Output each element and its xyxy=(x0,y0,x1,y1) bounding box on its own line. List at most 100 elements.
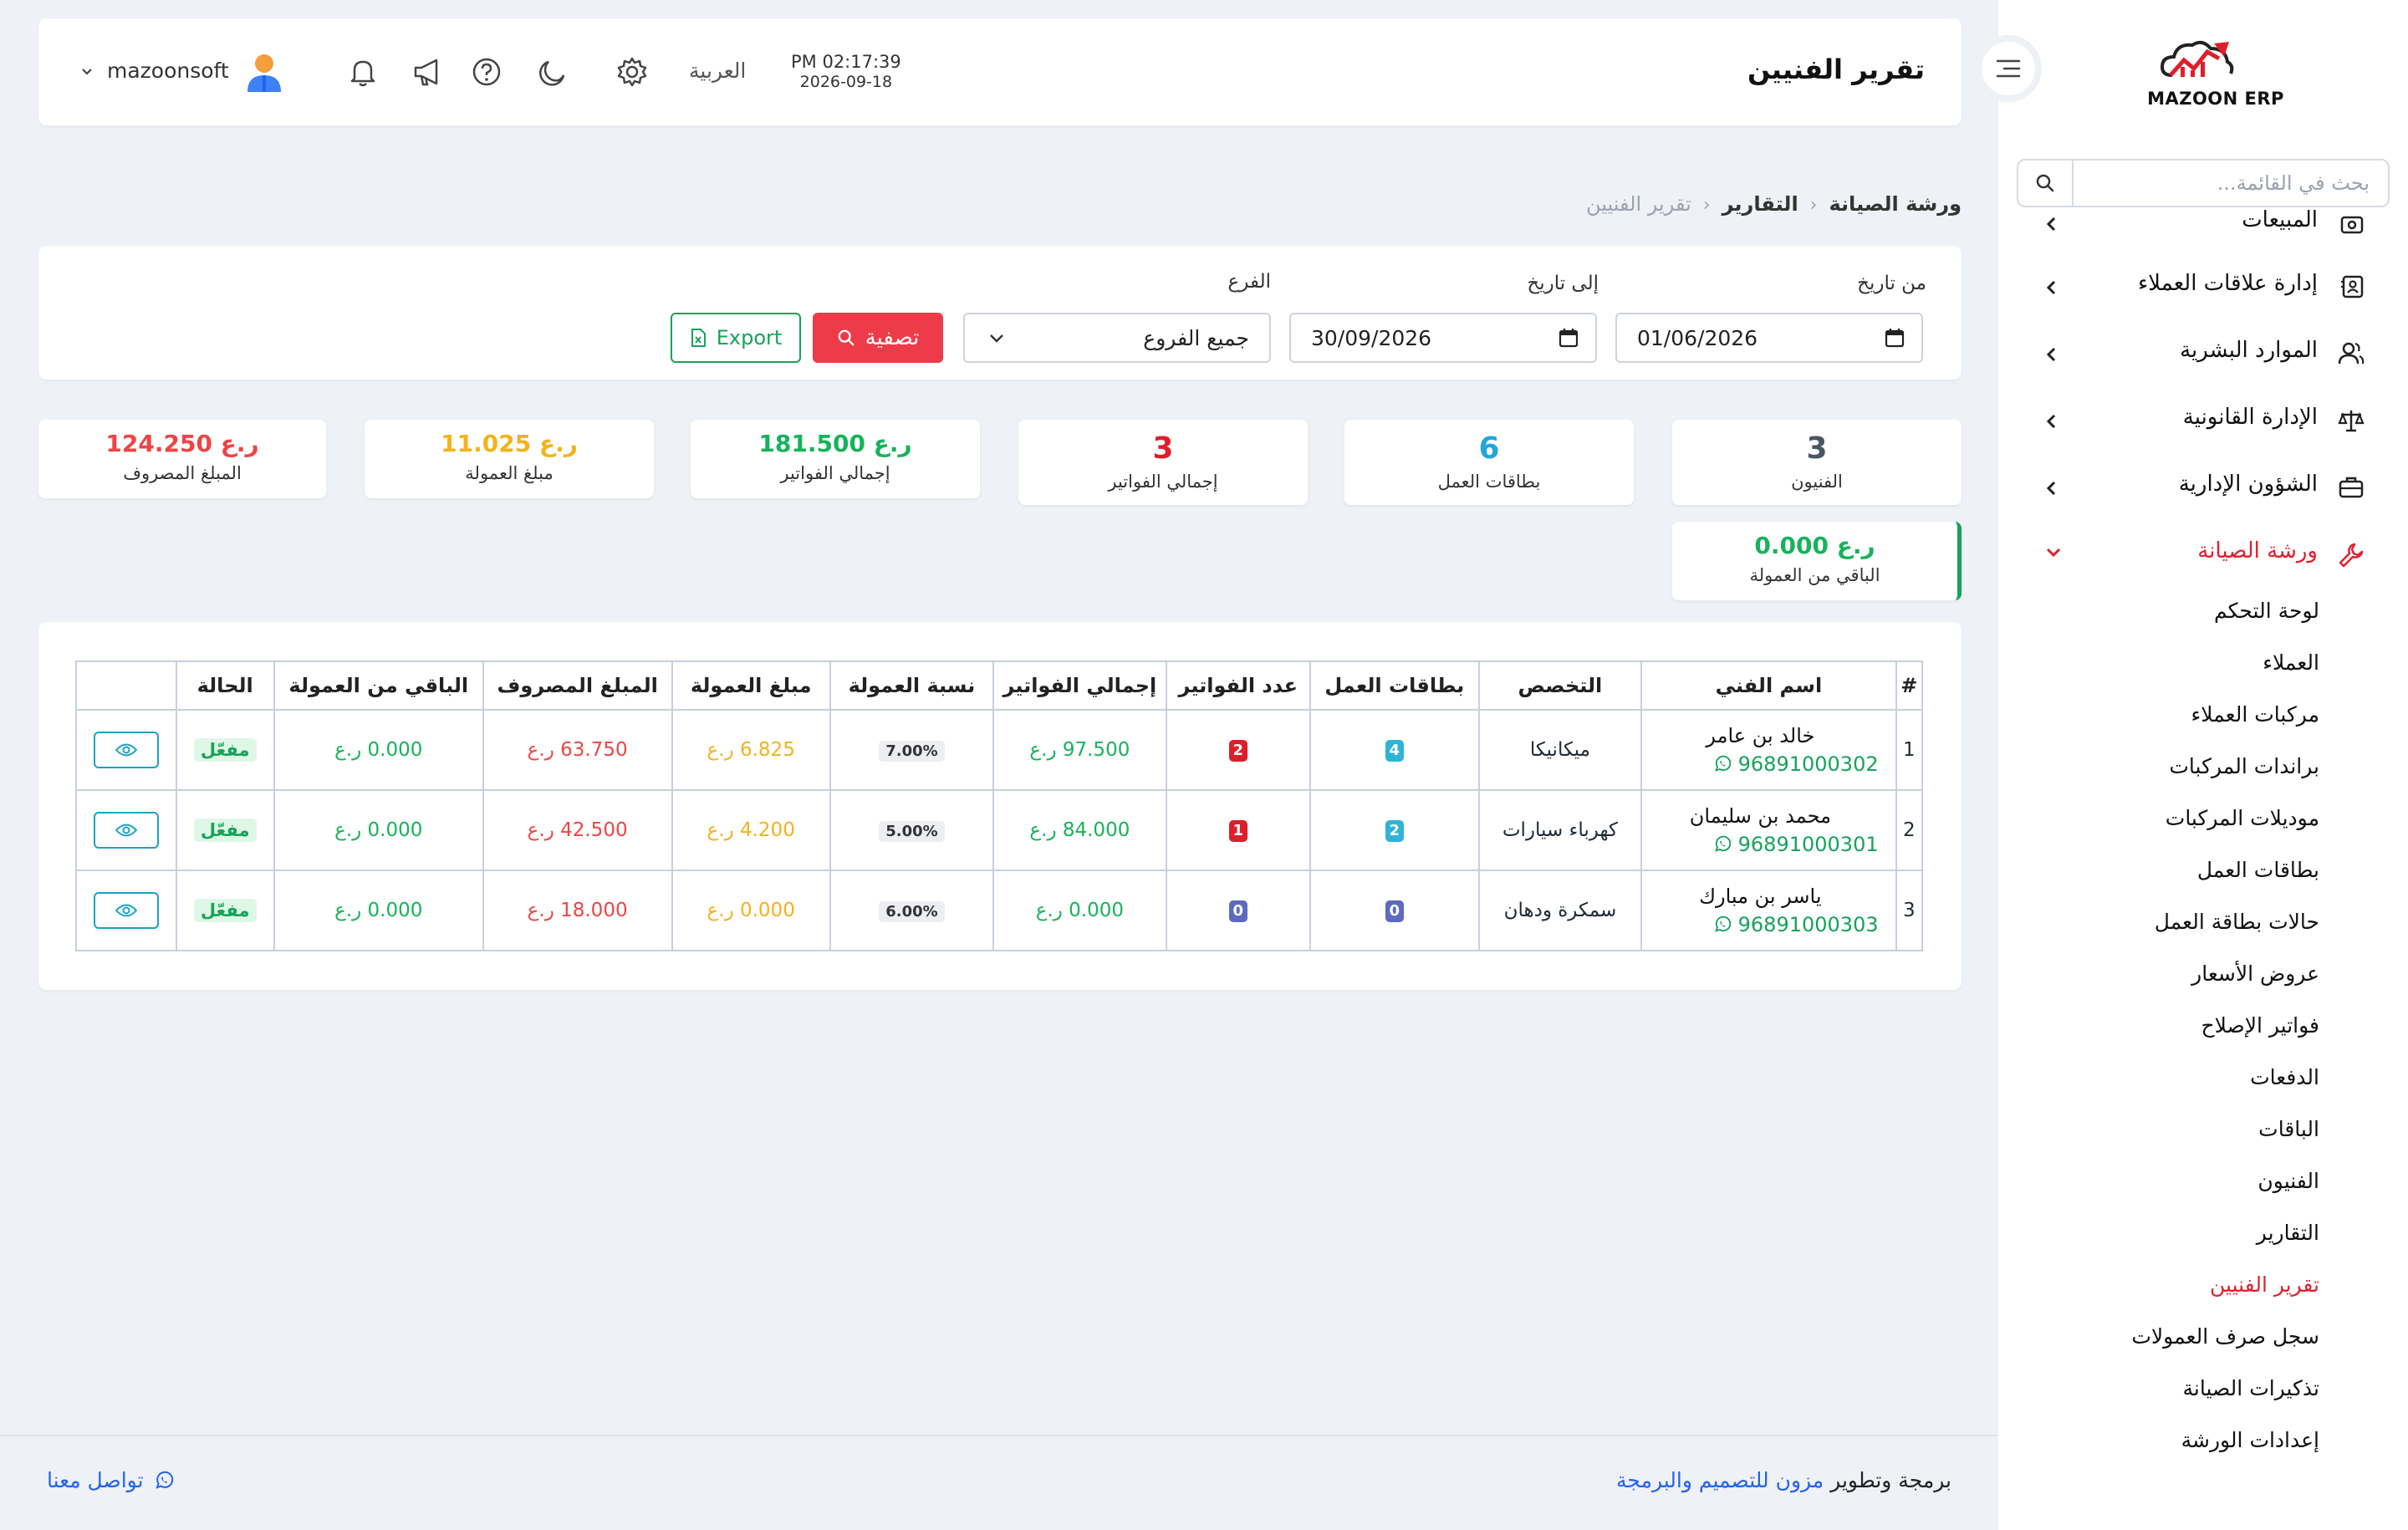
contact-us-link[interactable]: تواصل معنا xyxy=(47,1468,174,1492)
search-icon xyxy=(838,329,855,346)
whatsapp-icon xyxy=(155,1471,173,1489)
phone-number: 96891000303 xyxy=(1737,913,1879,936)
technician-phone-link[interactable]: 96891000303 xyxy=(1642,913,1879,936)
export-button[interactable]: Export xyxy=(671,313,801,363)
submenu-item-payments[interactable]: الدفعات xyxy=(1998,1055,2408,1107)
from-date-input[interactable]: 01/06/2026 xyxy=(1615,313,1923,363)
sidebar-search-button[interactable] xyxy=(2018,161,2074,206)
sidebar-item-label: ورشة الصيانة xyxy=(2197,538,2318,564)
from-date-value: 01/06/2026 xyxy=(1637,326,1758,350)
chevron-down-icon[interactable] xyxy=(80,67,94,77)
help-icon[interactable] xyxy=(470,55,503,89)
sidebar-item-sales[interactable]: المبيعات xyxy=(1998,207,2408,254)
submenu-item-reports[interactable]: التقارير xyxy=(1998,1211,2408,1262)
submenu-item-label: التقارير xyxy=(2256,1221,2319,1245)
view-button[interactable] xyxy=(93,812,159,849)
sidebar: MAZOON ERP المبيعات xyxy=(1975,0,2408,1530)
menu-lines-icon xyxy=(1996,59,2021,78)
submenu-item-packages[interactable]: الباقات xyxy=(1998,1107,2408,1159)
commission-rate-badge: 7.00% xyxy=(879,740,945,762)
app-logo[interactable]: MAZOON ERP xyxy=(2115,33,2299,117)
breadcrumb-item-workshop[interactable]: ورشة الصيانة xyxy=(1829,192,1962,216)
username[interactable]: mazoonsoft xyxy=(107,59,229,83)
submenu-item-customer-vehicles[interactable]: مركبات العملاء xyxy=(1998,692,2408,744)
actions-cell xyxy=(75,789,177,871)
sidebar-search-input[interactable] xyxy=(2070,161,2388,206)
status-cell: مفعّل xyxy=(175,870,275,951)
submenu-item-customers[interactable]: العملاء xyxy=(1998,640,2408,692)
eye-icon xyxy=(115,824,137,837)
commission-rate-cell: 5.00% xyxy=(829,789,995,871)
whatsapp-icon xyxy=(1714,755,1731,772)
submenu-item-technicians-report[interactable]: تقرير الفنيين xyxy=(1998,1262,2408,1314)
submenu-item-label: تقرير الفنيين xyxy=(2210,1272,2319,1297)
eye-icon xyxy=(115,904,137,917)
sidebar-item-legal[interactable]: الإدارة القانونية xyxy=(1998,388,2408,455)
users-icon xyxy=(2338,342,2365,365)
breadcrumb-item-reports[interactable]: التقارير xyxy=(1722,192,1798,216)
excel-file-icon xyxy=(691,329,706,347)
submenu-item-quotations[interactable]: عروض الأسعار xyxy=(1998,951,2408,1003)
chevron-left-icon xyxy=(2046,414,2056,429)
breadcrumb-separator: ‹ xyxy=(1702,195,1711,216)
submenu-item-label: العملاء xyxy=(2263,650,2319,675)
stat-label: الباقي من العمولة xyxy=(1749,565,1880,585)
submenu-item-technicians[interactable]: الفنيون xyxy=(1998,1159,2408,1211)
megaphone-icon[interactable] xyxy=(411,55,445,89)
invoices-badge: 2 xyxy=(1228,740,1248,762)
status-badge: مفعّل xyxy=(193,899,257,922)
avatar[interactable] xyxy=(244,52,284,94)
gear-icon[interactable] xyxy=(615,55,649,89)
technician-phone-link[interactable]: 96891000302 xyxy=(1642,752,1879,776)
job-cards-cell: 0 xyxy=(1309,870,1480,951)
bell-icon[interactable] xyxy=(346,55,380,89)
sidebar-item-admin-affairs[interactable]: الشؤون الإدارية xyxy=(1998,455,2408,522)
logo-mark-icon xyxy=(2160,40,2234,77)
to-date-input[interactable]: 30/09/2026 xyxy=(1289,313,1597,363)
column-header-actions xyxy=(75,660,177,711)
submenu-item-dashboard[interactable]: لوحة التحكم xyxy=(1998,589,2408,640)
specialty-cell: كهرباء سيارات xyxy=(1477,789,1643,871)
job-cards-badge: 0 xyxy=(1385,900,1405,922)
sidebar-search xyxy=(2017,159,2390,207)
technician-phone-link[interactable]: 96891000301 xyxy=(1642,833,1879,856)
breadcrumb-separator: ‹ xyxy=(1809,195,1818,216)
sidebar-item-hr[interactable]: الموارد البشرية xyxy=(1998,321,2408,388)
branch-label: الفرع xyxy=(1227,271,1271,293)
invoices-cell: 1 xyxy=(1165,789,1311,871)
submenu-item-job-cards[interactable]: بطاقات العمل xyxy=(1998,848,2408,900)
job-cards-cell: 4 xyxy=(1309,709,1480,791)
to-date-value: 30/09/2026 xyxy=(1311,326,1432,350)
submenu-item-maintenance-reminders[interactable]: تذكيرات الصيانة xyxy=(1998,1366,2408,1418)
stat-card-paid: 124.250 ر.ع المبلغ المصروف xyxy=(38,420,326,498)
language-switcher[interactable]: العربية xyxy=(689,59,747,83)
branch-select[interactable]: جميع الفروع xyxy=(963,313,1271,363)
filter-button[interactable]: تصفية xyxy=(813,313,943,363)
column-header: إجمالي الفواتير xyxy=(992,660,1167,711)
contact-us-label: تواصل معنا xyxy=(47,1468,144,1492)
sidebar-item-label: المبيعات xyxy=(2242,207,2318,232)
whatsapp-icon xyxy=(1714,915,1731,932)
menu-toggle-button[interactable] xyxy=(1975,35,2042,102)
submenu-item-job-card-statuses[interactable]: حالات بطاقة العمل xyxy=(1998,900,2408,951)
submenu-item-workshop-settings[interactable]: إعدادات الورشة xyxy=(1998,1418,2408,1470)
column-header: # xyxy=(1895,660,1924,711)
submenu-item-vehicle-brands[interactable]: براندات المركبات xyxy=(1998,744,2408,796)
sidebar-item-crm[interactable]: إدارة علاقات العملاء xyxy=(1998,254,2408,321)
status-badge: مفعّل xyxy=(193,819,257,842)
sidebar-item-maintenance-workshop[interactable]: ورشة الصيانة xyxy=(1998,522,2408,589)
invoices-total-cell: 0.000 ر.ع xyxy=(992,870,1167,951)
submenu-item-vehicle-models[interactable]: موديلات المركبات xyxy=(1998,796,2408,848)
footer-company-link[interactable]: مزون للتصميم والبرمجة xyxy=(1616,1468,1824,1492)
chevron-down-icon xyxy=(990,334,1003,343)
moon-icon[interactable] xyxy=(537,55,570,89)
stat-value: 3 xyxy=(1806,431,1828,466)
view-button[interactable] xyxy=(93,732,159,768)
submenu-item-repair-invoices[interactable]: فواتير الإصلاح xyxy=(1998,1003,2408,1055)
view-button[interactable] xyxy=(93,892,159,929)
chevron-down-icon xyxy=(2046,548,2061,558)
job-cards-badge: 4 xyxy=(1385,740,1405,762)
table-row: 2 محمد بن سليمان 96891000301 كهرباء سيار… xyxy=(75,789,1924,871)
submenu-item-commission-payouts[interactable]: سجل صرف العمولات xyxy=(1998,1314,2408,1366)
submenu-item-label: الفنيون xyxy=(2258,1169,2319,1193)
